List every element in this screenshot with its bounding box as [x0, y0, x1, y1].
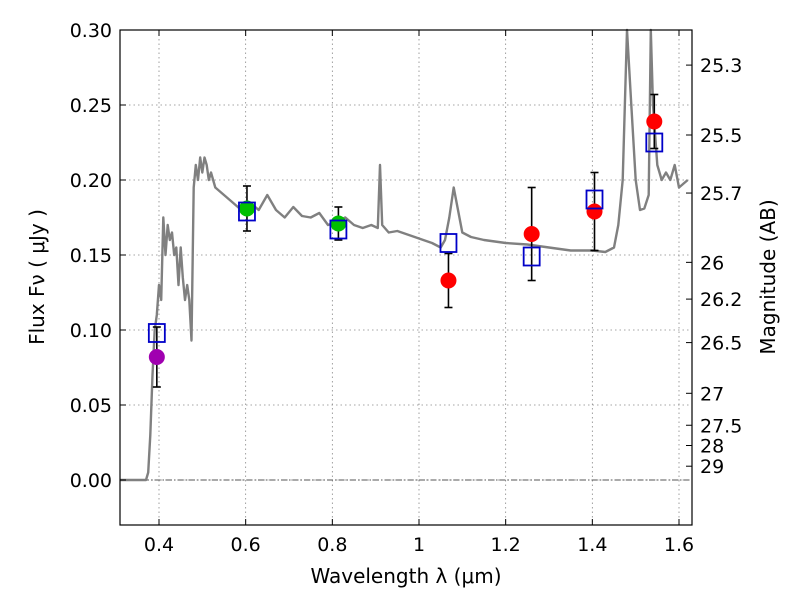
circle-marker — [148, 349, 165, 365]
circle-marker — [330, 215, 347, 232]
magnitude-tick-label: 26.5 — [700, 333, 742, 355]
square-marker — [329, 219, 348, 240]
x-tick-label: 0.4 — [144, 534, 174, 556]
magnitude-tick-label: 25.7 — [700, 183, 742, 205]
magnitude-tick-label: 28 — [700, 436, 724, 458]
y-tick-label: 0.30 — [70, 20, 112, 42]
y-tick-label: 0.00 — [70, 470, 112, 492]
plot-frame — [119, 29, 693, 526]
y-axis-left: 0.00 0.05 0.10 0.15 0.20 0.25 0.30 — [70, 20, 126, 492]
magnitude-tick-label: 26 — [700, 252, 724, 274]
square-marker — [522, 246, 541, 267]
magnitude-tick-label: 27.5 — [700, 415, 742, 437]
model-spectrum-line — [120, 28, 689, 482]
square-marker — [585, 189, 604, 210]
circle-marker — [523, 226, 540, 242]
square-marker — [238, 201, 256, 222]
circle-marker — [586, 203, 603, 220]
y-tick-label: 0.25 — [70, 95, 112, 117]
x-axis-label: Wavelength λ (μm) — [310, 564, 501, 588]
magnitude-tick-label: 25.5 — [700, 125, 742, 147]
x-tick-label: 1 — [413, 534, 425, 556]
y-tick-label: 0.10 — [70, 320, 112, 342]
circle-marker — [440, 272, 457, 289]
y-tick-label: 0.05 — [70, 395, 112, 417]
x-axis: 0.4 0.6 0.8 1 1.2 1.4 1.6 — [144, 30, 694, 556]
square-marker — [147, 323, 166, 343]
magnitude-tick-label: 27 — [700, 383, 724, 405]
magnitude-tick-label: 29 — [700, 456, 724, 478]
x-tick-label: 1.2 — [491, 534, 521, 556]
circle-marker — [646, 113, 663, 130]
circle-marker — [238, 200, 255, 217]
y-axis-label: Flux Fν ( μJy ) — [25, 209, 49, 345]
x-tick-label: 0.8 — [317, 534, 347, 556]
square-marker — [645, 132, 664, 153]
y-axis-right-label: Magnitude (AB) — [756, 199, 780, 354]
x-tick-label: 0.6 — [231, 534, 261, 556]
model-spectrum-layer — [120, 28, 689, 482]
y-tick-label: 0.15 — [70, 245, 112, 267]
data-markers — [147, 113, 664, 365]
x-tick-label: 1.6 — [664, 534, 694, 556]
magnitude-tick-label: 26.2 — [700, 289, 742, 311]
square-marker — [439, 233, 458, 253]
y-tick-label: 0.20 — [70, 170, 112, 192]
x-tick-label: 1.4 — [577, 534, 607, 556]
magnitude-tick-label: 25.3 — [700, 55, 742, 77]
